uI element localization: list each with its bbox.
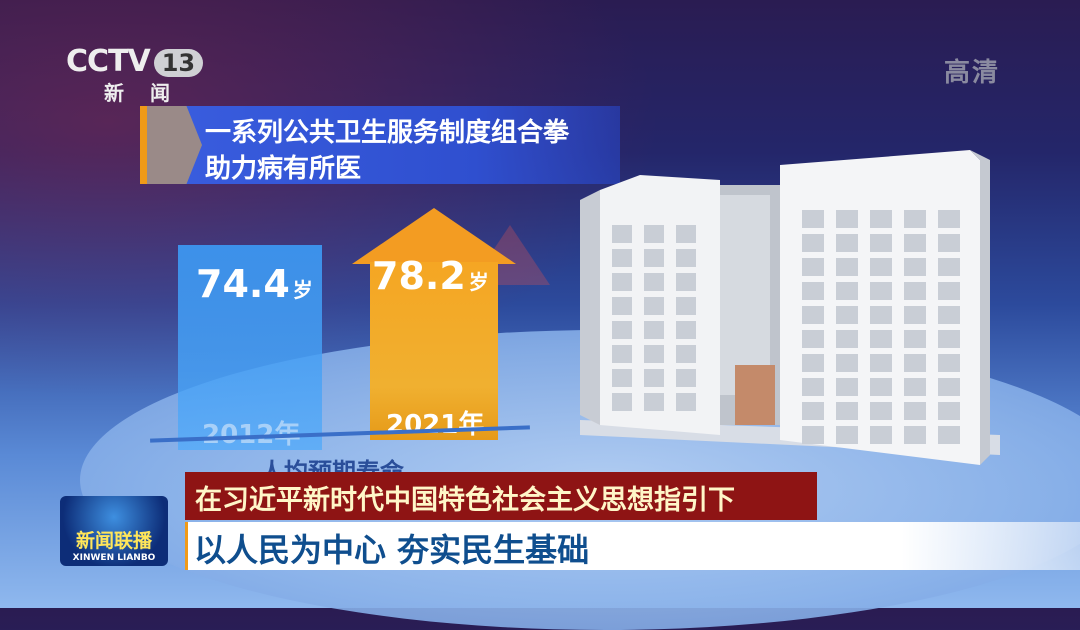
window: [802, 354, 824, 372]
window: [904, 330, 926, 348]
window: [938, 354, 960, 372]
window: [802, 402, 824, 420]
window: [938, 258, 960, 276]
window: [870, 354, 892, 372]
window: [938, 306, 960, 324]
window: [870, 330, 892, 348]
window: [676, 249, 696, 267]
window: [676, 393, 696, 411]
window: [644, 225, 664, 243]
category-label-2021: 2021年: [386, 410, 485, 440]
window: [644, 273, 664, 291]
window: [644, 369, 664, 387]
window: [676, 369, 696, 387]
window: [904, 402, 926, 420]
window: [904, 426, 926, 444]
logo-channel: 13: [153, 49, 204, 77]
window: [938, 234, 960, 252]
window: [612, 273, 632, 291]
window: [676, 225, 696, 243]
window: [870, 210, 892, 228]
window: [938, 426, 960, 444]
window: [676, 321, 696, 339]
window: [612, 393, 632, 411]
window: [612, 345, 632, 363]
window: [904, 210, 926, 228]
bar-2012: [178, 245, 322, 450]
window: [644, 297, 664, 315]
program-logo-cn: 新闻联播: [75, 530, 152, 552]
window: [836, 402, 858, 420]
window: [612, 249, 632, 267]
window: [870, 234, 892, 252]
window: [836, 234, 858, 252]
window: [938, 330, 960, 348]
hospital-building-illustration: [580, 150, 1000, 465]
cctv13-logo: CCTV 13 新闻: [66, 44, 204, 106]
window: [802, 306, 824, 324]
window: [938, 378, 960, 396]
window: [836, 378, 858, 396]
infographic-title: 一系列公共卫生服务制度组合拳 助力病有所医: [205, 115, 569, 187]
bar-2021: [370, 262, 498, 440]
window: [836, 426, 858, 444]
window: [904, 306, 926, 324]
logo-brand: CCTV: [66, 44, 151, 79]
window: [644, 393, 664, 411]
window: [676, 297, 696, 315]
window: [802, 378, 824, 396]
xinwen-lianbo-logo: 新闻联播 XINWEN LIANBO: [60, 496, 168, 566]
window: [904, 354, 926, 372]
window: [938, 282, 960, 300]
window: [612, 321, 632, 339]
logo-sub: 新闻: [104, 81, 196, 105]
window: [802, 426, 824, 444]
window: [802, 234, 824, 252]
window: [870, 402, 892, 420]
window: [676, 345, 696, 363]
window: [802, 258, 824, 276]
value-label-2012: 74.4 岁: [196, 262, 313, 306]
window: [836, 330, 858, 348]
window: [904, 258, 926, 276]
window: [904, 234, 926, 252]
program-logo-en: XINWEN LIANBO: [72, 553, 156, 563]
window: [802, 210, 824, 228]
window: [802, 330, 824, 348]
window: [938, 210, 960, 228]
title-panel: [140, 106, 620, 184]
window: [870, 258, 892, 276]
window: [836, 282, 858, 300]
banner-headline: 以人民为中心 夯实民生基础: [185, 522, 1080, 570]
window: [904, 378, 926, 396]
window: [836, 306, 858, 324]
title-line-2: 助力病有所医: [205, 154, 362, 184]
banner-top: 在习近平新时代中国特色社会主义思想指引下: [185, 472, 817, 520]
hd-badge: 高清: [944, 58, 1001, 88]
window: [644, 249, 664, 267]
window: [870, 426, 892, 444]
window: [676, 273, 696, 291]
window: [904, 282, 926, 300]
window: [612, 369, 632, 387]
category-label-2012: 2012年: [202, 414, 300, 451]
window: [612, 225, 632, 243]
window: [612, 297, 632, 315]
window: [644, 321, 664, 339]
window: [870, 378, 892, 396]
window: [836, 354, 858, 372]
title-line-1: 一系列公共卫生服务制度组合拳: [205, 118, 570, 148]
window: [870, 282, 892, 300]
window: [870, 306, 892, 324]
window: [836, 210, 858, 228]
window: [938, 402, 960, 420]
accent-bar: [140, 106, 147, 184]
window: [802, 282, 824, 300]
window: [644, 345, 664, 363]
value-label-2021: 78.2 岁: [372, 254, 489, 298]
window: [836, 258, 858, 276]
